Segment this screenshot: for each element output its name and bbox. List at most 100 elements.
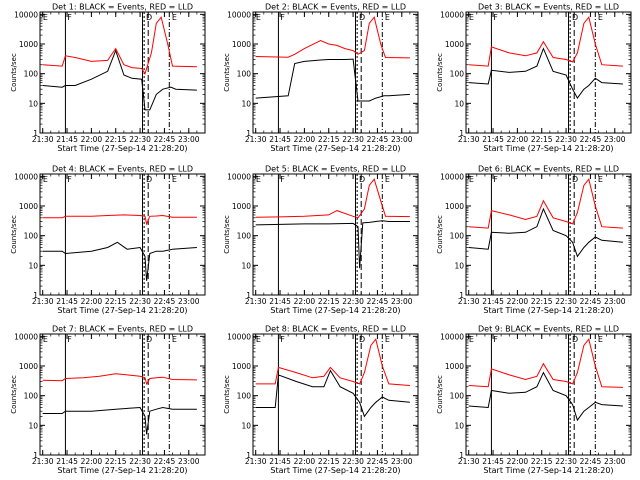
x-tick-label: 21:45: [56, 297, 78, 306]
y-tick-label: 1000: [445, 40, 464, 49]
segment-marker: F: [493, 13, 498, 22]
y-axis-label: Counts/sec: [223, 375, 231, 414]
y-tick-label: 10000: [440, 332, 464, 341]
x-tick-label: 22:30: [129, 297, 151, 306]
y-tick-label: 100: [450, 232, 465, 241]
segment-marker: E: [256, 13, 261, 22]
y-tick-label: 10000: [440, 10, 464, 19]
series-line-events: [255, 369, 410, 418]
x-tick-label: 22:00: [507, 135, 529, 144]
x-tick-label: 21:45: [269, 457, 291, 466]
segment-marker: E: [172, 13, 177, 22]
y-tick-label: 1: [246, 291, 251, 300]
x-tick-label: 22:00: [507, 457, 529, 466]
x-tick-label: 22:00: [294, 135, 316, 144]
x-tick-label: 22:45: [580, 457, 602, 466]
y-tick-label: 100: [450, 392, 465, 401]
x-tick-label: 22:45: [367, 457, 389, 466]
x-axis-label: Start Time (27-Sep-14 21:28:20): [483, 306, 613, 315]
panel-title: Det 7: BLACK = Events, RED = LLD: [52, 325, 193, 334]
plot-frame: [39, 173, 206, 296]
x-tick-label: 21:30: [245, 297, 267, 306]
panel-det-3: Det 3: BLACK = Events, RED = LLD 1 10 100 10…: [436, 3, 632, 153]
x-tick-label: 21:30: [245, 457, 267, 466]
x-tick-label: 21:45: [56, 457, 78, 466]
panel-det-5: Det 5: BLACK = Events, RED = LLD 1 10 100 10…: [223, 165, 419, 315]
plot-frame: [465, 173, 632, 296]
x-tick-label: 22:15: [531, 457, 553, 466]
segment-marker: F: [493, 175, 498, 184]
panel-title: Det 8: BLACK = Events, RED = LLD: [265, 325, 406, 334]
x-tick-label: 23:00: [604, 457, 626, 466]
x-tick-label: 22:15: [318, 457, 340, 466]
y-axis-label: Counts/sec: [436, 215, 444, 254]
panel-title: Det 2: BLACK = Events, RED = LLD: [265, 3, 406, 12]
y-tick-label: 10000: [227, 10, 251, 19]
x-tick-label: 22:15: [105, 135, 127, 144]
series-line-events: [42, 49, 197, 111]
y-tick-label: 1000: [19, 40, 38, 49]
series-line-lld: [42, 214, 197, 226]
y-tick-label: 10000: [14, 172, 38, 181]
x-tick-label: 23:00: [178, 135, 200, 144]
x-tick-label: 21:30: [458, 297, 480, 306]
x-tick-label: 23:00: [604, 135, 626, 144]
panel-title: Det 9: BLACK = Events, RED = LLD: [478, 325, 619, 334]
y-tick-label: 100: [450, 70, 465, 79]
y-tick-label: 10: [28, 421, 38, 430]
y-tick-label: 100: [24, 392, 39, 401]
panel-title: Det 6: BLACK = Events, RED = LLD: [478, 165, 619, 174]
y-tick-label: 10: [454, 99, 464, 108]
y-axis-label: Counts/sec: [436, 53, 444, 92]
x-tick-label: 23:00: [391, 297, 413, 306]
x-tick-label: 21:30: [32, 297, 54, 306]
segment-marker: E: [469, 175, 474, 184]
series-line-events: [468, 207, 623, 258]
segment-marker: E: [598, 13, 603, 22]
plot-frame: [252, 333, 419, 456]
x-axis-label: Start Time (27-Sep-14 21:28:20): [483, 466, 613, 475]
x-tick-label: 23:00: [178, 457, 200, 466]
x-tick-label: 22:15: [105, 297, 127, 306]
x-tick-label: 21:30: [32, 135, 54, 144]
panel-title: Det 4: BLACK = Events, RED = LLD: [52, 165, 193, 174]
y-tick-label: 1000: [445, 362, 464, 371]
x-axis-label: Start Time (27-Sep-14 21:28:20): [57, 306, 187, 315]
series-line-events: [468, 47, 623, 100]
x-tick-label: 23:00: [178, 297, 200, 306]
x-tick-label: 21:30: [458, 457, 480, 466]
segment-marker: D: [572, 175, 578, 184]
series-line-lld: [468, 338, 623, 388]
y-tick-label: 1: [246, 451, 251, 460]
y-tick-label: 1: [459, 129, 464, 138]
x-tick-label: 21:30: [458, 135, 480, 144]
y-tick-label: 10000: [14, 332, 38, 341]
y-tick-label: 10000: [227, 172, 251, 181]
y-axis-label: Counts/sec: [10, 215, 18, 254]
y-tick-label: 1: [33, 451, 38, 460]
y-tick-label: 100: [237, 392, 252, 401]
y-tick-label: 10: [454, 261, 464, 270]
x-tick-label: 22:30: [129, 457, 151, 466]
x-tick-label: 22:00: [507, 297, 529, 306]
y-axis-label: Counts/sec: [223, 215, 231, 254]
segment-marker: E: [598, 335, 603, 344]
y-tick-label: 10000: [14, 10, 38, 19]
series-line-lld: [255, 338, 410, 386]
series-line-events: [42, 241, 197, 281]
x-tick-label: 21:45: [269, 135, 291, 144]
x-tick-label: 22:45: [154, 457, 176, 466]
segment-marker: E: [385, 175, 390, 184]
y-tick-label: 100: [24, 232, 39, 241]
panel-title: Det 1: BLACK = Events, RED = LLD: [52, 3, 193, 12]
x-axis-label: Start Time (27-Sep-14 21:28:20): [483, 144, 613, 153]
segment-marker: D: [359, 335, 365, 344]
y-tick-label: 1000: [232, 362, 251, 371]
series-line-lld: [255, 178, 410, 219]
x-tick-label: 22:45: [154, 135, 176, 144]
segment-marker: F: [280, 335, 285, 344]
series-line-lld: [42, 16, 197, 75]
y-tick-label: 1000: [232, 202, 251, 211]
x-tick-label: 22:45: [154, 297, 176, 306]
